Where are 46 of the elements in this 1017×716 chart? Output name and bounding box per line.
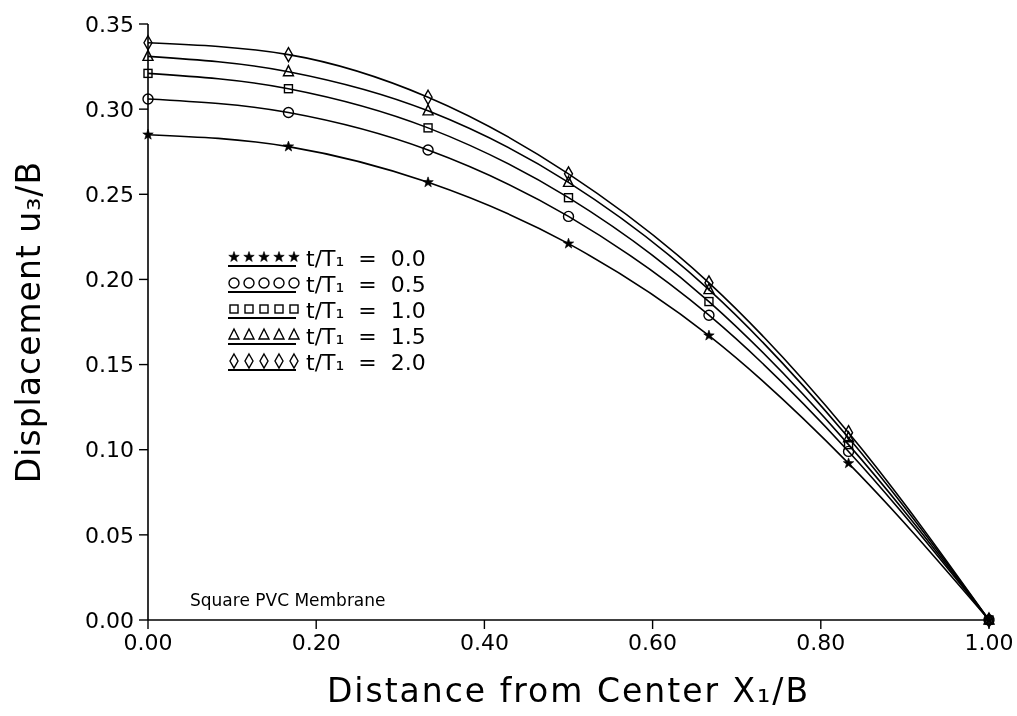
legend-label: t/T₁ = 1.5	[306, 324, 426, 349]
point	[703, 329, 715, 341]
point	[842, 431, 855, 443]
legend-label: t/T₁ = 0.0	[306, 246, 426, 271]
y-tick-label: 0.35	[85, 11, 134, 37]
point	[563, 192, 574, 203]
y-tick-label: 0.05	[85, 522, 134, 548]
y-axis-title: Displacement u₃/B	[9, 160, 48, 484]
x-tick-label: 0.00	[123, 630, 173, 655]
x-tick-label: 0.20	[291, 630, 341, 655]
y-tick-label: 0.25	[85, 181, 134, 207]
x-axis-title: Distance from Center X₁/B	[326, 671, 811, 710]
point	[562, 237, 575, 249]
x-tick-label: 0.40	[459, 630, 509, 655]
point	[842, 445, 855, 458]
point	[282, 106, 295, 119]
y-tick-label: 0.00	[85, 607, 134, 633]
legend-label: t/T₁ = 1.0	[306, 298, 426, 323]
legend-label: t/T₁ = 2.0	[306, 350, 426, 375]
point	[142, 49, 154, 62]
point	[283, 84, 294, 94]
point	[282, 64, 295, 77]
point	[142, 128, 154, 140]
x-tick-label: 0.60	[628, 630, 678, 655]
point	[843, 439, 854, 450]
point	[143, 68, 153, 79]
point	[703, 282, 715, 295]
annotation: Square PVC Membrane	[190, 590, 386, 610]
point	[423, 123, 433, 133]
y-tick-label: 0.20	[85, 267, 134, 293]
point	[562, 175, 575, 188]
point	[843, 457, 855, 469]
point	[422, 104, 434, 116]
y-tick-label: 0.10	[85, 437, 134, 463]
x-tick-label: 0.80	[796, 630, 846, 655]
point	[282, 140, 294, 152]
point	[703, 309, 715, 321]
point	[142, 93, 154, 105]
y-tick-label: 0.15	[85, 352, 134, 378]
legend-label: t/T₁ = 0.5	[306, 272, 426, 297]
y-tick-label: 0.30	[85, 96, 134, 122]
point	[422, 144, 434, 156]
point	[562, 210, 575, 223]
point	[422, 176, 434, 188]
point	[704, 296, 714, 307]
x-tick-label: 1.00	[964, 630, 1014, 655]
